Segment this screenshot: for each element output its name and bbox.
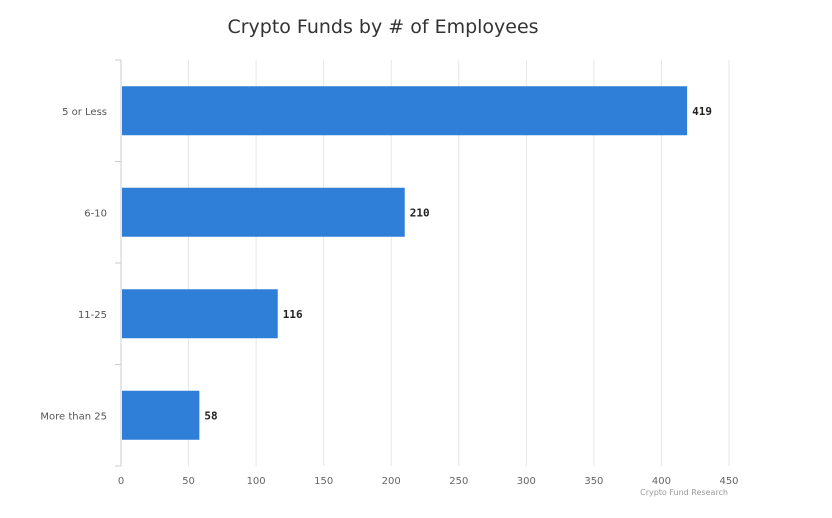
category-label: 6-10 bbox=[84, 208, 107, 219]
x-tick-label: 0 bbox=[118, 476, 124, 487]
data-label: 210 bbox=[410, 206, 430, 219]
bar bbox=[122, 187, 405, 237]
chart-title: Crypto Funds by # of Employees bbox=[227, 16, 539, 38]
data-label: 58 bbox=[204, 409, 217, 422]
category-label: More than 25 bbox=[40, 411, 107, 422]
axes bbox=[115, 59, 122, 467]
category-label: 11-25 bbox=[78, 310, 107, 321]
x-tick-label: 100 bbox=[247, 476, 266, 487]
data-label: 116 bbox=[283, 308, 303, 321]
category-label: 5 or Less bbox=[62, 107, 107, 118]
gridlines bbox=[188, 60, 730, 466]
x-tick-label: 300 bbox=[517, 476, 536, 487]
data-label: 419 bbox=[692, 105, 712, 118]
source-credit: Crypto Fund Research bbox=[640, 488, 728, 497]
x-tick-label: 50 bbox=[182, 476, 195, 487]
x-tick-label: 350 bbox=[584, 476, 603, 487]
bar bbox=[122, 390, 200, 440]
bar bbox=[122, 289, 278, 339]
bars bbox=[122, 86, 688, 440]
x-tick-label: 250 bbox=[449, 476, 468, 487]
x-tick-label: 150 bbox=[314, 476, 333, 487]
x-tick-label: 450 bbox=[719, 476, 738, 487]
bar bbox=[122, 86, 688, 136]
x-tick-label: 400 bbox=[652, 476, 671, 487]
labels: 0 50 100 150 200 250 300 350 400 450 5 or Less 419 6… bbox=[40, 105, 738, 487]
x-tick-label: 200 bbox=[382, 476, 401, 487]
